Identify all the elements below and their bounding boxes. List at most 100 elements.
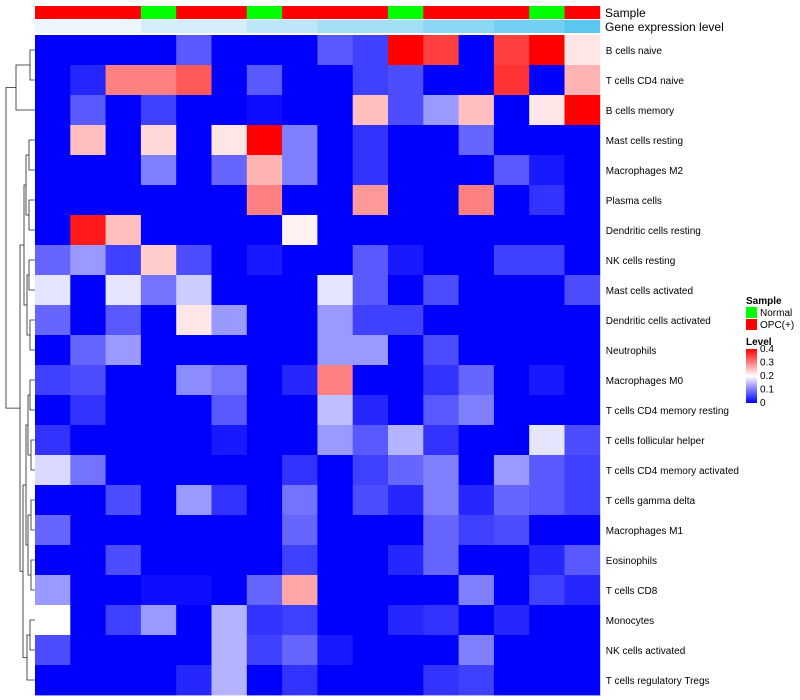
sample-group-cell	[35, 6, 71, 19]
heatmap-cell	[211, 65, 248, 96]
heatmap-cell	[70, 65, 106, 96]
heatmap-cell	[246, 395, 283, 426]
heatmap-cell	[317, 395, 354, 426]
heatmap-cell	[35, 425, 71, 456]
dendrogram-branch	[28, 259, 35, 291]
heatmap-cell	[493, 35, 530, 66]
heatmap-cell	[176, 95, 212, 126]
heatmap-cell	[211, 395, 248, 426]
heatmap-cell	[493, 245, 530, 276]
heatmap-cell	[282, 665, 318, 696]
sample-group-cell	[282, 6, 318, 19]
heatmap-cell	[352, 65, 389, 96]
heatmap-cell	[317, 425, 354, 456]
heatmap-cell	[388, 35, 424, 66]
heatmap-cell	[529, 455, 565, 486]
heatmap-cell	[211, 455, 248, 486]
heatmap-cell	[317, 455, 354, 486]
heatmap-cell	[140, 545, 177, 576]
sample-group-cell	[529, 6, 565, 19]
heatmap-cell	[493, 395, 530, 426]
sample-group-cell	[105, 6, 142, 19]
heatmap-cell	[317, 35, 354, 66]
legend-opc-label: OPC(+)	[760, 320, 794, 331]
heatmap-cell	[423, 365, 459, 396]
heatmap-cell	[493, 125, 530, 156]
dendrogram-branch	[29, 49, 35, 81]
heatmap-cell	[352, 335, 389, 366]
heatmap-cell	[105, 365, 142, 396]
heatmap-cell	[388, 365, 424, 396]
heatmap-cell	[35, 395, 71, 426]
dendrogram-branch	[30, 499, 35, 531]
row-label: Macrophages M1	[606, 526, 684, 537]
heatmap-cell	[176, 65, 212, 96]
expression-level-cell	[35, 20, 71, 33]
expression-level-cell	[282, 20, 318, 33]
heatmap-cell	[423, 65, 459, 96]
heatmap-cell	[282, 395, 318, 426]
row-label: B cells naive	[606, 46, 663, 57]
heatmap-cell	[493, 665, 530, 696]
sample-group-cell	[388, 6, 424, 19]
heatmap-cell	[211, 485, 248, 516]
heatmap-cell	[246, 155, 283, 186]
heatmap-cell	[211, 95, 248, 126]
heatmap-cell	[493, 575, 530, 606]
dendrogram-branch	[5, 87, 20, 409]
heatmap-cell	[35, 635, 71, 666]
heatmap-cell	[493, 275, 530, 306]
heatmap-cell	[140, 605, 177, 636]
heatmap-cell	[529, 95, 565, 126]
heatmap-cell	[388, 65, 424, 96]
heatmap-cell	[140, 425, 177, 456]
heatmap-cell	[529, 155, 565, 186]
heatmap-cell	[105, 605, 142, 636]
sample-group-cell	[140, 6, 177, 19]
heatmap-cell	[282, 125, 318, 156]
expression-level-cell	[564, 20, 601, 33]
heatmap-cell	[246, 665, 283, 696]
heatmap-cell	[211, 215, 248, 246]
heatmap-cell	[564, 305, 601, 336]
heatmap-cell	[70, 575, 106, 606]
heatmap-cell	[493, 605, 530, 636]
heatmap-cell	[140, 155, 177, 186]
heatmap-cell	[388, 95, 424, 126]
heatmap-cell	[282, 485, 318, 516]
row-label: T cells regulatory Tregs	[606, 676, 710, 687]
heatmap-cell	[317, 485, 354, 516]
heatmap-cell	[529, 605, 565, 636]
heatmap-cell	[211, 515, 248, 546]
column-annotations	[35, 6, 601, 33]
heatmap-cell	[388, 485, 424, 516]
heatmap-cell	[105, 425, 142, 456]
heatmap-cell	[140, 65, 177, 96]
row-label: Neutrophils	[606, 346, 657, 357]
legend-level-tick: 0.4	[760, 344, 774, 355]
heatmap-cell	[317, 545, 354, 576]
heatmap-cell	[176, 245, 212, 276]
heatmap-cell	[564, 335, 601, 366]
heatmap-cell	[105, 395, 142, 426]
legend-sample-title: Sample	[746, 296, 782, 307]
heatmap-cell	[529, 575, 565, 606]
heatmap-cell	[211, 575, 248, 606]
heatmap-cell	[211, 245, 248, 276]
heatmap-cell	[282, 635, 318, 666]
heatmap-cell	[352, 215, 389, 246]
heatmap-cell	[246, 545, 283, 576]
heatmap-cell	[317, 185, 354, 216]
heatmap-cell	[140, 635, 177, 666]
heatmap-cell	[105, 455, 142, 486]
heatmap-cell	[246, 485, 283, 516]
heatmap-cell	[493, 455, 530, 486]
heatmap-cell	[317, 665, 354, 696]
heatmap-cell	[529, 305, 565, 336]
heatmap-cell	[423, 125, 459, 156]
heatmap-cell	[140, 305, 177, 336]
heatmap-cell	[246, 425, 283, 456]
heatmap-cell	[70, 245, 106, 276]
row-label: Macrophages M2	[606, 166, 684, 177]
heatmap-cell	[564, 155, 601, 186]
